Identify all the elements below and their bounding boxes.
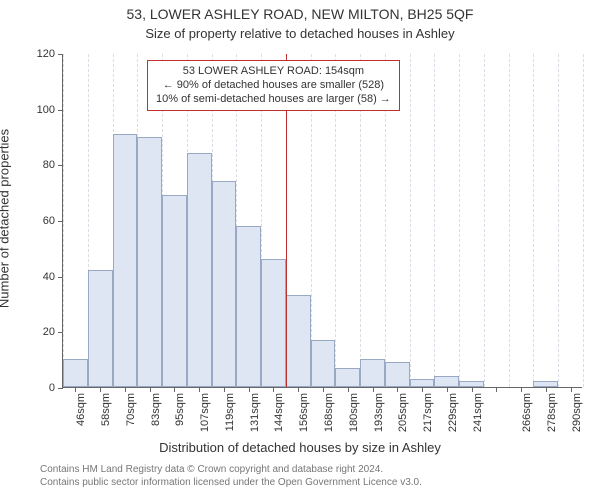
bar xyxy=(286,295,311,387)
xtick xyxy=(224,387,225,392)
xtick-label: 70sqm xyxy=(125,393,137,426)
gridline xyxy=(459,54,460,387)
ytick-label: 80 xyxy=(43,159,63,171)
ytick-label: 20 xyxy=(43,326,63,338)
ytick-label: 0 xyxy=(49,382,63,394)
xtick xyxy=(199,387,200,392)
xtick-label: 229sqm xyxy=(447,393,459,432)
xtick xyxy=(571,387,572,392)
page-subtitle: Size of property relative to detached ho… xyxy=(0,26,600,41)
page-title: 53, LOWER ASHLEY ROAD, NEW MILTON, BH25 … xyxy=(0,6,600,22)
xtick xyxy=(373,387,374,392)
ytick-label: 40 xyxy=(43,271,63,283)
bar xyxy=(335,368,360,387)
gridline xyxy=(434,54,435,387)
x-axis-label: Distribution of detached houses by size … xyxy=(0,440,600,455)
gridline xyxy=(410,54,411,387)
bar xyxy=(162,195,187,387)
xtick xyxy=(496,387,497,392)
xtick xyxy=(100,387,101,392)
attribution: Contains HM Land Registry data © Crown c… xyxy=(40,464,422,489)
ytick-label: 120 xyxy=(37,48,63,60)
bar xyxy=(113,134,138,387)
xtick-label: 168sqm xyxy=(323,393,335,432)
xtick xyxy=(174,387,175,392)
bar xyxy=(236,226,261,387)
xtick-label: 58sqm xyxy=(100,393,112,426)
y-axis-label: Number of detached properties xyxy=(0,119,12,319)
plot-area: 02040608010012046sqm58sqm70sqm83sqm95sqm… xyxy=(62,54,582,388)
annotation-line: ← 90% of detached houses are smaller (52… xyxy=(156,79,391,93)
xtick-label: 107sqm xyxy=(199,393,211,432)
xtick-label: 119sqm xyxy=(224,393,236,431)
gridline xyxy=(509,54,510,387)
xtick-label: 241sqm xyxy=(472,393,484,432)
xtick-label: 217sqm xyxy=(422,393,434,432)
bar xyxy=(187,153,212,387)
xtick-label: 156sqm xyxy=(298,393,310,432)
xtick-label: 46sqm xyxy=(75,393,87,426)
xtick xyxy=(150,387,151,392)
attribution-line: Contains HM Land Registry data © Crown c… xyxy=(40,464,422,477)
gridline xyxy=(558,54,559,387)
xtick xyxy=(447,387,448,392)
xtick-label: 83sqm xyxy=(150,393,162,426)
bar xyxy=(410,379,435,387)
bar xyxy=(360,359,385,387)
xtick-label: 266sqm xyxy=(521,393,533,432)
gridline xyxy=(583,54,584,387)
chart-container: 53, LOWER ASHLEY ROAD, NEW MILTON, BH25 … xyxy=(0,0,600,500)
ytick-label: 60 xyxy=(43,215,63,227)
annotation-line: 10% of semi-detached houses are larger (… xyxy=(156,93,391,107)
xtick xyxy=(323,387,324,392)
attribution-line: Contains public sector information licen… xyxy=(40,477,422,490)
xtick xyxy=(249,387,250,392)
xtick xyxy=(521,387,522,392)
xtick-label: 180sqm xyxy=(348,393,360,432)
bar xyxy=(137,137,162,388)
gridline xyxy=(484,54,485,387)
gridline xyxy=(63,54,64,387)
xtick xyxy=(273,387,274,392)
xtick xyxy=(348,387,349,392)
bar xyxy=(88,270,113,387)
xtick xyxy=(546,387,547,392)
xtick-label: 131sqm xyxy=(249,393,261,432)
gridline xyxy=(533,54,534,387)
bar xyxy=(261,259,286,387)
xtick-label: 205sqm xyxy=(397,393,409,432)
xtick-label: 144sqm xyxy=(273,393,285,432)
bar xyxy=(311,340,336,387)
bar xyxy=(385,362,410,387)
annotation-box: 53 LOWER ASHLEY ROAD: 154sqm← 90% of det… xyxy=(147,60,400,111)
ytick-label: 100 xyxy=(37,104,63,116)
xtick xyxy=(75,387,76,392)
bar xyxy=(63,359,88,387)
bar xyxy=(434,376,459,387)
xtick xyxy=(298,387,299,392)
xtick xyxy=(472,387,473,392)
xtick xyxy=(422,387,423,392)
annotation-line: 53 LOWER ASHLEY ROAD: 154sqm xyxy=(156,65,391,79)
xtick-label: 193sqm xyxy=(373,393,385,432)
xtick-label: 290sqm xyxy=(571,393,583,432)
bar xyxy=(212,181,237,387)
xtick xyxy=(125,387,126,392)
xtick-label: 278sqm xyxy=(546,393,558,432)
xtick xyxy=(397,387,398,392)
xtick-label: 95sqm xyxy=(174,393,186,426)
